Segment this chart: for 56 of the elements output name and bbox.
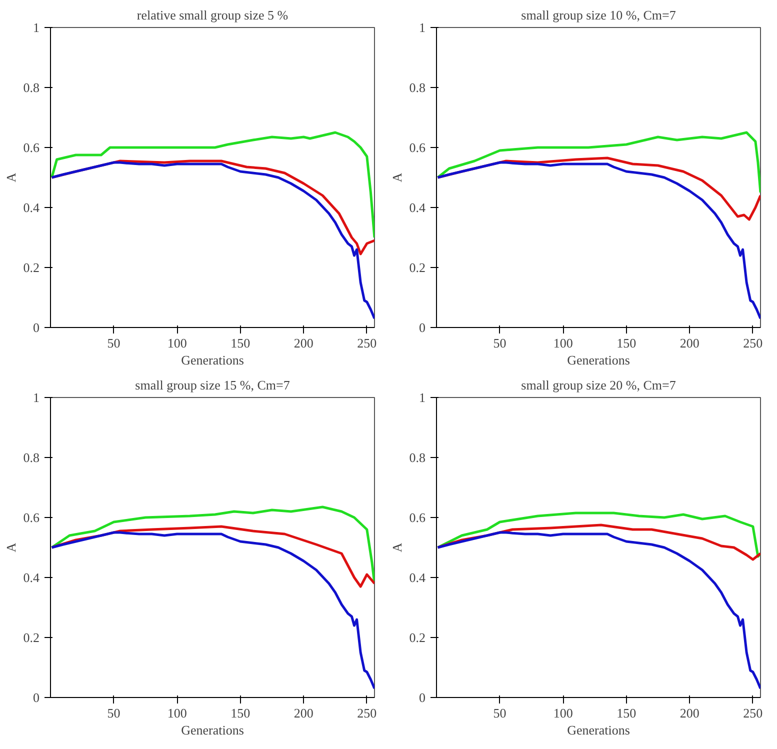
chart-title: small group size 10 %, Cm=7 [521, 8, 676, 22]
x-axis-title: Generations [567, 352, 630, 368]
y-axis-title: A [3, 172, 18, 182]
x-tick-label: 250 [357, 336, 377, 350]
x-tick-label: 150 [230, 336, 250, 350]
y-tick-label: 0 [33, 690, 40, 705]
y-tick-label: 1 [33, 20, 40, 35]
y-tick-label: 0.2 [409, 630, 426, 645]
x-tick-label: 250 [357, 706, 377, 720]
x-tick-label: 200 [294, 336, 314, 350]
y-tick-label: 0.8 [23, 80, 40, 95]
chart-title: relative small group size 5 % [136, 8, 288, 22]
chart-title: small group size 20 %, Cm=7 [521, 378, 676, 392]
y-tick-label: 0 [419, 690, 426, 705]
x-tick-label: 250 [743, 706, 763, 720]
x-tick-label: 50 [107, 336, 120, 350]
y-tick-label: 0.8 [409, 450, 426, 465]
x-axis-title: Generations [181, 722, 244, 738]
y-axis-title: A [389, 172, 404, 182]
x-tick-label: 100 [167, 706, 187, 720]
y-tick-label: 1 [419, 20, 426, 35]
x-tick-label: 100 [553, 336, 573, 350]
x-tick-label: 200 [680, 336, 700, 350]
y-tick-label: 0.6 [23, 510, 40, 525]
y-tick-label: 0.6 [409, 140, 426, 155]
x-tick-label: 150 [616, 706, 636, 720]
y-tick-label: 0.6 [23, 140, 40, 155]
chart-title: small group size 15 %, Cm=7 [135, 378, 290, 392]
x-tick-label: 150 [616, 336, 636, 350]
x-tick-label: 250 [743, 336, 763, 350]
y-tick-label: 0 [33, 320, 40, 335]
x-tick-label: 200 [294, 706, 314, 720]
y-tick-label: 0.2 [23, 260, 40, 275]
x-tick-label: 100 [167, 336, 187, 350]
y-axis-title: A [389, 542, 404, 552]
x-tick-label: 200 [680, 706, 700, 720]
y-tick-label: 0.4 [409, 570, 426, 585]
y-tick-label: 0.2 [409, 260, 426, 275]
y-tick-label: 0.8 [23, 450, 40, 465]
y-tick-label: 0.4 [23, 570, 40, 585]
x-axis-title: Generations [567, 722, 630, 738]
y-tick-label: 0.6 [409, 510, 426, 525]
x-tick-label: 50 [493, 336, 506, 350]
y-tick-label: 1 [33, 390, 40, 405]
x-tick-label: 50 [107, 706, 120, 720]
y-tick-label: 0 [419, 320, 426, 335]
x-tick-label: 50 [493, 706, 506, 720]
y-tick-label: 0.2 [23, 630, 40, 645]
y-tick-label: 0.4 [23, 200, 40, 215]
x-tick-label: 100 [553, 706, 573, 720]
y-axis-title: A [3, 542, 18, 552]
x-tick-label: 150 [230, 706, 250, 720]
y-tick-label: 1 [419, 390, 426, 405]
y-tick-label: 0.8 [409, 80, 426, 95]
x-axis-title: Generations [181, 352, 244, 368]
y-tick-label: 0.4 [409, 200, 426, 215]
